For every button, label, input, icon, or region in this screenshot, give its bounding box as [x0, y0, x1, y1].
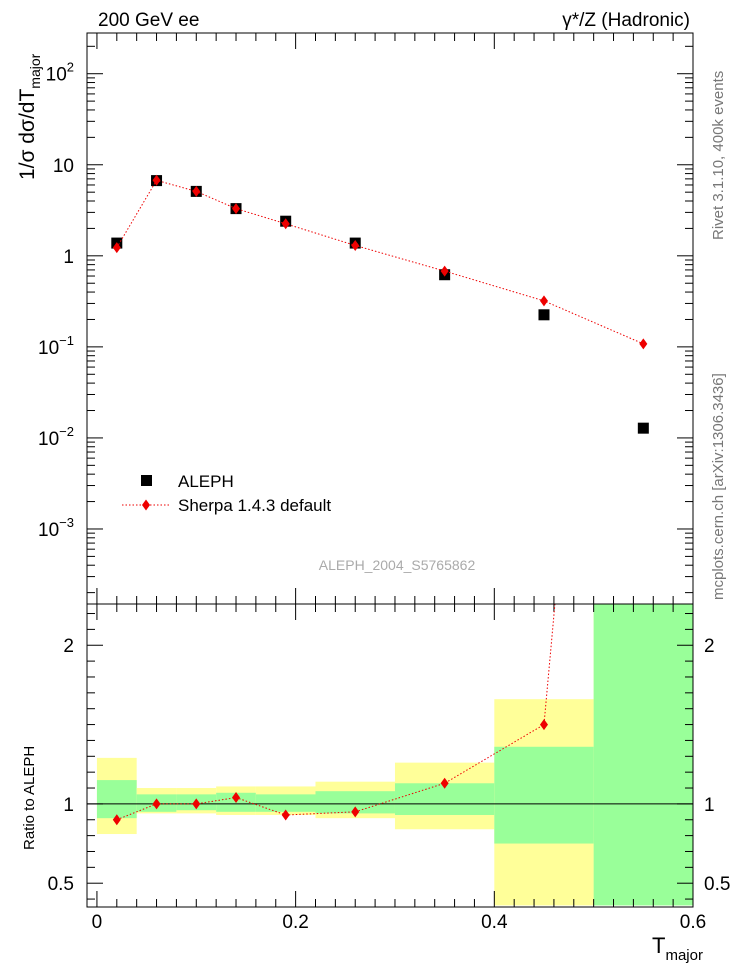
- sherpa-point: [281, 218, 290, 230]
- aleph-point: [637, 422, 649, 434]
- ratio-sherpa-line: [116, 604, 556, 821]
- x-tick-label: 0.6: [680, 912, 706, 933]
- sherpa-point: [351, 239, 360, 251]
- ratio-y-tick-label-right: 2: [704, 636, 715, 657]
- ratio-sherpa-point: [539, 719, 548, 731]
- mcplots-label: mcplots.cern.ch [arXiv:1306.3436]: [710, 373, 727, 600]
- ratio-y-tick-label: 1: [63, 795, 74, 816]
- legend-aleph-marker: [141, 475, 152, 486]
- aleph-point: [538, 309, 550, 321]
- ratio-band-green: [96, 780, 137, 819]
- main-y-tick-label: 102: [46, 60, 74, 86]
- ratio-band-green: [315, 791, 395, 814]
- rivet-label: Rivet 3.1.10, 400k events: [710, 71, 727, 240]
- ratio-sherpa-point: [152, 798, 161, 810]
- ratio-y-tick-label-right: 1: [704, 795, 715, 816]
- sherpa-point: [539, 295, 548, 307]
- sherpa-point: [440, 265, 449, 277]
- ratio-sherpa-point: [281, 809, 290, 821]
- ratio-band-green: [494, 746, 594, 844]
- ratio-ylabel: Ratio to ALEPH: [21, 746, 38, 850]
- ratio-band-green: [255, 794, 316, 812]
- main-y-tick-label: 10−3: [38, 515, 74, 541]
- main-y-tick-label: 10−2: [38, 424, 74, 450]
- ratio-y-tick-label: 2: [63, 636, 74, 657]
- ratio-sherpa-point: [440, 777, 449, 789]
- ratio-plot-frame: [86, 603, 694, 908]
- sherpa-line: [116, 179, 644, 345]
- ratio-band-green: [593, 604, 693, 906]
- sherpa-point: [192, 185, 201, 197]
- ratio-y-tick-label-right: 0.5: [704, 874, 730, 895]
- main-y-tick-label: 10: [53, 156, 74, 177]
- x-tick-label: 0: [92, 912, 103, 933]
- sherpa-point: [639, 338, 648, 350]
- main-y-tick-label: 10−1: [38, 333, 74, 359]
- analysis-watermark: ALEPH_2004_S5765862: [319, 557, 476, 573]
- main-ylabel: 1/σ dσ/dTmajor: [16, 53, 43, 180]
- main-plot-frame: [86, 32, 694, 605]
- ratio-sherpa-point: [351, 806, 360, 818]
- sherpa-point: [232, 203, 241, 215]
- sherpa-point: [112, 242, 121, 254]
- header-right: γ*/Z (Hadronic): [562, 10, 690, 31]
- x-tick-label: 0.4: [481, 912, 508, 933]
- ratio-y-tick-label: 0.5: [48, 874, 74, 895]
- legend-aleph-label: ALEPH: [178, 472, 234, 491]
- x-axis-label: Tmajor: [652, 933, 703, 964]
- ratio-sherpa-point: [192, 798, 201, 810]
- legend-sherpa-label: Sherpa 1.4.3 default: [178, 496, 331, 515]
- ratio-sherpa-point: [232, 792, 241, 804]
- main-y-tick-label: 1: [63, 247, 74, 268]
- legend-sherpa-marker: [142, 499, 150, 511]
- header-left: 200 GeV ee: [98, 10, 199, 31]
- ratio-sherpa-point: [112, 814, 121, 826]
- sherpa-point: [152, 174, 161, 186]
- x-tick-label: 0.2: [282, 912, 308, 933]
